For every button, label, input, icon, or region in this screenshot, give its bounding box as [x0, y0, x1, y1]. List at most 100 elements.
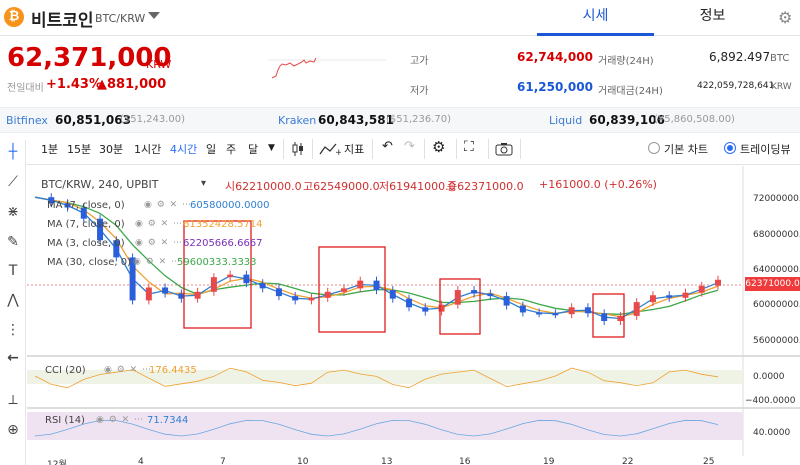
text-icon[interactable]: T	[8, 263, 18, 279]
candle-body	[503, 296, 510, 306]
brush-icon[interactable]: ✎	[7, 234, 19, 250]
cci-line	[34, 367, 719, 389]
interval-1m[interactable]: 1분	[41, 143, 59, 156]
change-amount: ▲881,000	[97, 77, 167, 92]
candle-body	[145, 287, 152, 301]
interval-week[interactable]: 주	[226, 143, 237, 156]
tab-quote[interactable]: 시세	[537, 0, 654, 36]
candle-body	[48, 197, 55, 204]
interval-4h[interactable]: 4시간	[170, 143, 198, 156]
cci-label[interactable]: CCI (20)	[45, 365, 86, 376]
indicator-label[interactable]: MA (30, close, 0)	[47, 257, 132, 268]
indicator-label[interactable]: MA (7, close, 0)	[47, 219, 125, 230]
redo-icon[interactable]: ↷	[404, 139, 415, 154]
camera-icon[interactable]	[495, 142, 513, 156]
rsi-label[interactable]: RSI (14)	[45, 415, 85, 426]
interval-month[interactable]: 달	[248, 143, 259, 156]
candle-body	[243, 274, 250, 284]
indicator-button[interactable]: 지표	[344, 143, 365, 156]
trendline-icon[interactable]: ⟋	[8, 174, 18, 190]
candle-body	[536, 312, 543, 315]
gear-icon[interactable]: ⚙	[778, 8, 793, 27]
ohlc-change: +161000.0 (+0.26%)	[539, 178, 657, 191]
zoom-in-icon[interactable]: ⊕	[7, 422, 19, 438]
change-percent: +1.43%	[46, 77, 102, 92]
cci-value: 176.4435	[149, 365, 197, 376]
indicator-controls[interactable]: ◉ ⚙ ✕ ⋯	[135, 219, 184, 229]
exchange-name[interactable]: Kraken	[278, 114, 317, 127]
chevron-down-icon[interactable]: ▾	[201, 178, 207, 189]
exchange-krw: 60,851,063	[55, 113, 131, 127]
interval-1h[interactable]: 1시간	[134, 143, 162, 156]
indicator-controls[interactable]: ◉ ⚙ ✕ ⋯	[104, 365, 153, 375]
candle-body	[340, 288, 347, 292]
candle-body	[454, 290, 461, 305]
coin-name[interactable]: 비트코인	[31, 11, 94, 31]
time-axis-label: 10	[297, 457, 309, 465]
candle-body	[210, 277, 217, 292]
candle-style-icon[interactable]	[290, 141, 306, 157]
basic-chart-radio[interactable]	[648, 142, 660, 154]
amount-value: 422,059,728,641	[697, 81, 775, 91]
last-price-tag: 62371000.0	[745, 277, 800, 291]
exchange-name[interactable]: Bitfinex	[6, 114, 48, 127]
tab-info[interactable]: 정보	[699, 8, 726, 24]
indicator-controls[interactable]: ◉ ⚙ ✕ ⋯	[133, 257, 182, 267]
indicator-icon[interactable]: +	[319, 142, 341, 156]
forecast-icon[interactable]: ⋮	[6, 322, 20, 338]
candle-body	[568, 307, 575, 315]
indicator-value: 60580000.0000	[190, 200, 270, 211]
undo-icon[interactable]: ↶	[382, 139, 393, 154]
amount-label: 거래대금(24H)	[598, 86, 663, 97]
interval-15m[interactable]: 15분	[67, 143, 92, 156]
price-chart[interactable]: BTC/KRW, 240, UPBIT ▾ 시62210000.0 고62549…	[27, 166, 800, 465]
indicator-controls[interactable]: ◉ ⚙ ✕ ⋯	[96, 415, 145, 425]
time-axis-label: 16	[459, 457, 471, 465]
ruler-icon[interactable]: ⟂	[8, 392, 18, 408]
tradingview-radio[interactable]	[724, 142, 736, 154]
chevron-down-icon[interactable]	[148, 12, 160, 19]
indicator-label[interactable]: MA (7, close, 0)	[47, 200, 125, 211]
candle-body	[357, 280, 364, 289]
candle-body	[162, 287, 169, 294]
candle-body	[666, 295, 673, 298]
candle-body	[97, 218, 104, 241]
volume-label: 거래량(24H)	[598, 56, 654, 67]
ohlc-high: 고62549000.0	[303, 180, 380, 193]
candle-body	[601, 313, 608, 322]
chevron-down-icon[interactable]: ▼	[268, 143, 275, 153]
basic-chart-label[interactable]: 기본 차트	[664, 143, 708, 156]
chart-canvas[interactable]	[27, 166, 800, 465]
settings-icon[interactable]: ⚙	[432, 138, 446, 156]
arrow-left-icon[interactable]: ←	[7, 350, 19, 366]
cci-axis-label: 0.0000	[753, 372, 785, 382]
time-axis-label: 13	[381, 457, 393, 465]
candle-body	[80, 207, 87, 219]
fork-icon[interactable]: ⋇	[7, 204, 19, 220]
price-axis-label: 68000000.0	[753, 230, 800, 240]
candle-body	[194, 291, 201, 299]
indicator-label[interactable]: MA (3, close, 0)	[47, 238, 125, 249]
candle-body	[649, 295, 656, 303]
pattern-icon[interactable]: ⋀	[7, 292, 19, 308]
candle-body	[552, 313, 559, 316]
candle-body	[275, 288, 282, 297]
highlight-box	[318, 246, 386, 333]
price-axis-label: 72000000.0	[753, 194, 800, 204]
ohlc-close: 종62371000.0	[447, 180, 524, 193]
exchange-krw: 60,843,581	[318, 113, 394, 127]
chart-symbol[interactable]: BTC/KRW, 240, UPBIT	[41, 178, 159, 191]
exchange-usd: ($51,243.00)	[120, 114, 186, 125]
interval-day[interactable]: 일	[206, 143, 217, 156]
divider	[456, 139, 457, 159]
tradingview-label[interactable]: 트레이딩뷰	[740, 143, 791, 156]
crosshair-icon[interactable]: ┼	[8, 144, 18, 160]
fullscreen-icon[interactable]: ⛶	[464, 139, 474, 155]
price-unit: KRW	[146, 58, 172, 71]
low-value: 61,250,000	[517, 80, 593, 94]
indicator-controls[interactable]: ◉ ⚙ ✕ ⋯	[144, 200, 193, 210]
exchange-name[interactable]: Liquid	[549, 114, 583, 127]
interval-30m[interactable]: 30분	[99, 143, 124, 156]
high-value: 62,744,000	[517, 50, 593, 64]
indicator-controls[interactable]: ◉ ⚙ ✕ ⋯	[135, 238, 184, 248]
